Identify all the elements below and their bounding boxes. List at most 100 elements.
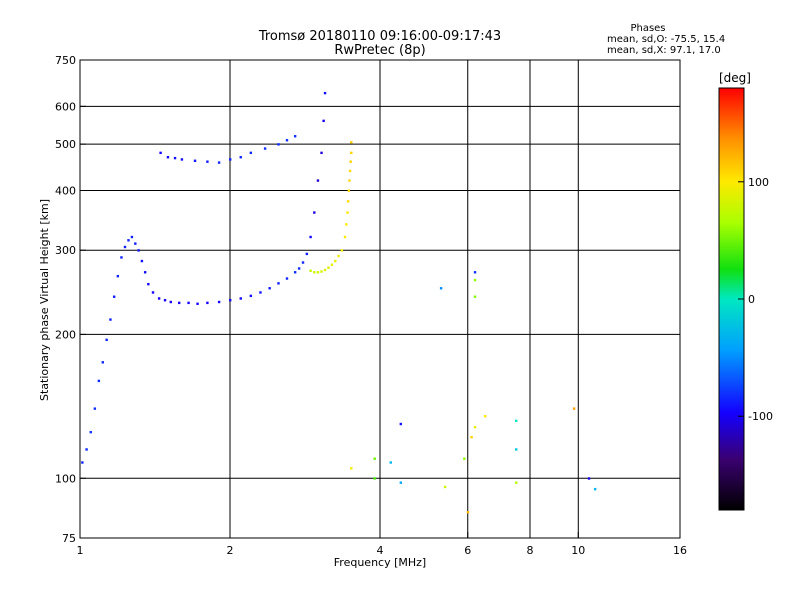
data-point (196, 302, 199, 305)
data-point (97, 379, 101, 383)
data-point (81, 461, 84, 464)
data-point (515, 448, 518, 451)
y-axis-ticks: 75 100 200 300 400 500 600 750 (55, 54, 86, 545)
data-point (322, 119, 325, 123)
x-tick-label: 10 (571, 544, 585, 557)
data-point (515, 419, 518, 423)
data-point (249, 151, 253, 155)
data-point (89, 430, 92, 434)
data-point (347, 189, 351, 192)
data-point (151, 291, 155, 294)
data-point (587, 477, 591, 480)
data-point (105, 338, 108, 342)
y-tick-label: 200 (55, 328, 76, 341)
data-point (217, 300, 221, 304)
x-tick-label: 1 (77, 544, 84, 557)
y-tick-label: 600 (55, 100, 76, 113)
data-point (473, 271, 477, 274)
data-point (313, 271, 316, 274)
data-point (259, 291, 262, 294)
data-point (147, 282, 150, 286)
data-point (120, 256, 123, 259)
y-tick-label: 100 (55, 472, 76, 485)
data-point (193, 159, 197, 162)
data-point (239, 156, 242, 159)
data-point (515, 481, 518, 484)
data-point (323, 268, 327, 272)
x-axis-label: Frequency [MHz] (334, 556, 426, 569)
data-point (249, 294, 253, 298)
data-point (277, 143, 280, 146)
data-point (345, 223, 348, 226)
x-tick-label: 2 (227, 544, 234, 557)
data-point (112, 295, 116, 298)
grid-lines (80, 60, 680, 538)
data-point (350, 467, 353, 470)
data-point (177, 301, 181, 305)
y-tick-label: 400 (55, 184, 76, 197)
colorbar-unit-label: [deg] (719, 71, 751, 85)
data-point (206, 160, 209, 163)
data-point (206, 301, 209, 305)
data-point (316, 179, 320, 182)
data-point (473, 426, 477, 429)
data-point (180, 158, 184, 161)
data-point (350, 141, 353, 144)
data-point (93, 407, 97, 410)
data-point (399, 481, 403, 484)
y-axis-label: Stationary phase Virtual Height [km] (38, 199, 51, 401)
stats-line-o: mean, sd,O: -75.5, 15.4 (607, 34, 725, 45)
y-tick-label: 750 (55, 54, 76, 67)
data-point (343, 235, 347, 239)
data-point (285, 277, 289, 280)
x-tick-label: 6 (464, 544, 471, 557)
stats-heading: Phases (630, 23, 665, 34)
colorbar-ticks: 100 0 -100 (738, 176, 773, 423)
x-tick-label: 16 (673, 544, 687, 557)
data-point (593, 487, 597, 491)
colorbar-tick-label: -100 (748, 410, 773, 423)
data-point (163, 299, 167, 302)
data-point (187, 301, 190, 305)
data-point (373, 457, 376, 460)
data-point (313, 211, 316, 214)
data-point (101, 361, 104, 364)
data-point (473, 295, 477, 298)
data-point (123, 245, 127, 249)
colorbar-tick-label: 100 (748, 176, 769, 189)
data-point (316, 271, 320, 274)
data-point (470, 435, 473, 439)
x-tick-label: 8 (527, 544, 534, 557)
data-point (217, 161, 221, 164)
data-point (473, 278, 477, 282)
data-point (301, 261, 305, 264)
data-point (349, 160, 352, 163)
data-point (229, 158, 232, 161)
data-point (263, 147, 267, 150)
colorbar-tick-label: 0 (748, 293, 755, 306)
y-tick-label: 75 (62, 532, 76, 545)
x-tick-label: 4 (377, 544, 384, 557)
data-point (348, 179, 351, 182)
data-point (572, 407, 576, 410)
stats-line-x: mean, sd,X: 97.1, 17.0 (607, 45, 721, 56)
data-point (330, 263, 334, 266)
data-point (143, 271, 147, 274)
data-point (399, 422, 403, 426)
data-point (309, 269, 312, 272)
data-point (285, 139, 289, 142)
data-point (348, 169, 352, 173)
data-point (127, 239, 130, 242)
data-point (443, 485, 447, 489)
data-point (85, 448, 88, 451)
data-point (157, 297, 161, 300)
data-point (239, 297, 242, 300)
x-axis-ticks: 1 2 4 6 8 10 16 (77, 532, 687, 557)
data-point (309, 235, 312, 239)
data-point (463, 457, 466, 460)
data-point (229, 299, 232, 302)
data-point (389, 461, 392, 464)
data-point (293, 271, 297, 274)
data-point (140, 259, 144, 263)
